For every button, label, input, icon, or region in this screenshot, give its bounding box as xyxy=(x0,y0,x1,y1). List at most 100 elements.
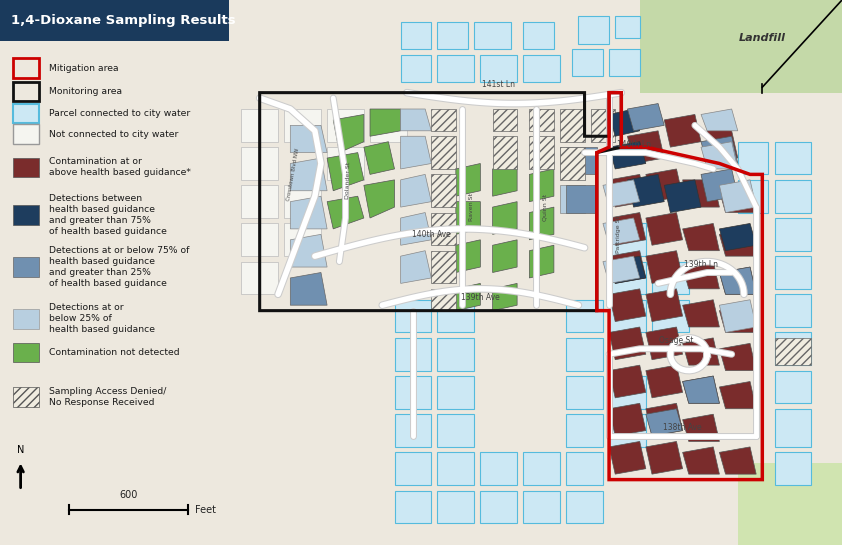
FancyBboxPatch shape xyxy=(13,387,39,407)
Polygon shape xyxy=(285,109,321,142)
Polygon shape xyxy=(456,283,480,311)
Polygon shape xyxy=(438,414,474,447)
Polygon shape xyxy=(609,49,640,76)
Polygon shape xyxy=(431,136,456,169)
Polygon shape xyxy=(719,267,756,294)
Polygon shape xyxy=(652,300,689,332)
Text: Contamination at or
above health based guidance*: Contamination at or above health based g… xyxy=(49,158,191,177)
Text: Detections at or below 75% of
health based guidance
and greater than 25%
of heal: Detections at or below 75% of health bas… xyxy=(49,246,189,288)
Polygon shape xyxy=(560,185,584,213)
Text: Monitoring area: Monitoring area xyxy=(49,87,122,96)
Polygon shape xyxy=(646,403,683,436)
Polygon shape xyxy=(480,54,517,82)
Polygon shape xyxy=(627,104,664,131)
Text: 139th Ave: 139th Ave xyxy=(461,293,499,301)
Polygon shape xyxy=(646,365,683,398)
Polygon shape xyxy=(609,441,646,474)
FancyBboxPatch shape xyxy=(13,158,39,177)
Polygon shape xyxy=(609,109,640,136)
Polygon shape xyxy=(401,54,431,82)
Polygon shape xyxy=(327,196,364,229)
Polygon shape xyxy=(683,414,719,441)
Polygon shape xyxy=(609,376,646,409)
Polygon shape xyxy=(242,185,278,218)
Polygon shape xyxy=(609,174,646,207)
Text: 139th Ln: 139th Ln xyxy=(684,260,718,269)
Text: Landfill: Landfill xyxy=(738,33,786,43)
Polygon shape xyxy=(438,300,474,332)
Polygon shape xyxy=(364,142,395,174)
Polygon shape xyxy=(609,251,646,283)
Polygon shape xyxy=(683,300,719,327)
Polygon shape xyxy=(646,213,683,245)
Polygon shape xyxy=(646,409,683,436)
Polygon shape xyxy=(683,180,719,207)
Polygon shape xyxy=(401,251,431,283)
Polygon shape xyxy=(493,202,517,234)
Polygon shape xyxy=(401,213,431,245)
Text: Sampling Access Denied/
No Response Received: Sampling Access Denied/ No Response Rece… xyxy=(49,387,167,407)
Text: 600: 600 xyxy=(119,490,137,500)
Polygon shape xyxy=(438,452,474,485)
Text: Osage St: Osage St xyxy=(659,336,694,345)
Polygon shape xyxy=(603,256,640,283)
Polygon shape xyxy=(431,109,456,131)
Polygon shape xyxy=(719,185,756,213)
Text: Dolander St: Dolander St xyxy=(345,161,352,198)
Text: 140th Ln: 140th Ln xyxy=(616,140,651,149)
Polygon shape xyxy=(395,338,431,371)
Text: Detections at or
below 25% of
health based guidance: Detections at or below 25% of health bas… xyxy=(49,303,155,335)
Polygon shape xyxy=(566,185,597,213)
Polygon shape xyxy=(523,452,560,485)
Polygon shape xyxy=(480,490,517,523)
Polygon shape xyxy=(431,289,456,311)
Polygon shape xyxy=(530,136,554,169)
Polygon shape xyxy=(616,16,640,38)
Polygon shape xyxy=(560,147,584,180)
Polygon shape xyxy=(493,109,517,131)
Polygon shape xyxy=(364,180,395,218)
Polygon shape xyxy=(530,169,554,202)
Polygon shape xyxy=(242,223,278,256)
Polygon shape xyxy=(290,125,327,153)
Polygon shape xyxy=(290,196,327,229)
Polygon shape xyxy=(719,382,756,409)
Polygon shape xyxy=(530,109,554,131)
Polygon shape xyxy=(775,180,812,213)
Polygon shape xyxy=(683,376,719,403)
Polygon shape xyxy=(627,131,664,163)
Polygon shape xyxy=(738,142,769,174)
Polygon shape xyxy=(370,109,401,136)
Polygon shape xyxy=(242,262,278,294)
Polygon shape xyxy=(609,142,646,169)
Polygon shape xyxy=(646,327,683,360)
Text: Contamination not detected: Contamination not detected xyxy=(49,348,180,357)
Polygon shape xyxy=(327,147,364,180)
FancyBboxPatch shape xyxy=(13,104,39,123)
Polygon shape xyxy=(609,256,646,283)
Polygon shape xyxy=(719,447,756,474)
Polygon shape xyxy=(775,294,812,327)
Polygon shape xyxy=(431,174,456,207)
Polygon shape xyxy=(775,338,812,365)
Polygon shape xyxy=(523,22,554,49)
Polygon shape xyxy=(456,202,480,234)
Polygon shape xyxy=(609,300,646,332)
Text: Not connected to city water: Not connected to city water xyxy=(49,130,179,138)
FancyBboxPatch shape xyxy=(13,343,39,362)
Polygon shape xyxy=(719,223,756,251)
Polygon shape xyxy=(395,300,431,332)
Polygon shape xyxy=(530,207,554,240)
Polygon shape xyxy=(566,376,603,409)
Polygon shape xyxy=(401,109,431,131)
Polygon shape xyxy=(578,16,609,44)
Polygon shape xyxy=(609,262,646,294)
Polygon shape xyxy=(566,338,603,371)
Polygon shape xyxy=(591,109,616,142)
Polygon shape xyxy=(290,272,327,305)
Polygon shape xyxy=(370,109,407,142)
Text: Quinn St: Quinn St xyxy=(542,193,547,221)
Polygon shape xyxy=(523,54,560,82)
Polygon shape xyxy=(701,109,738,131)
Polygon shape xyxy=(640,0,842,93)
